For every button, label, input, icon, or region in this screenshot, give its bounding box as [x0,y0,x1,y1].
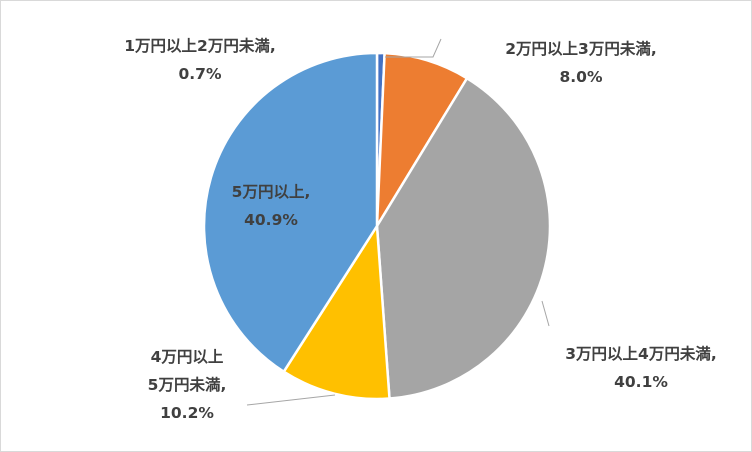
data-label-0: 1万円以上2万円未満, 0.7% [124,36,275,83]
data-label-4-line-0: 5万円以上, [232,183,311,201]
data-label-1: 2万円以上3万円未満, 8.0% [505,39,656,86]
data-label-4-line-1: 40.9% [244,211,298,229]
data-label-3-line-0: 4万円以上 [151,348,224,366]
data-label-1-line-1: 8.0% [560,68,603,86]
pie-slice-3 [282,224,391,401]
leader-line-1 [385,38,442,58]
data-label-3: 4万円以上 5万円未満, 10.2% [148,348,227,422]
pie-slices [202,51,552,401]
data-label-3-line-1: 5万円未満, [148,375,227,394]
data-label-2-line-1: 40.1% [614,373,668,391]
pie-slice-2 [375,77,552,400]
data-label-1-line-0: 2万円以上3万円未満, [505,39,656,58]
data-labels: 1万円以上2万円未満, 0.7% 2万円以上3万円未満, 8.0% 3万円以上4万円未満… [124,36,716,422]
data-label-2: 3万円以上4万円未満, 40.1% [565,344,716,391]
pie-slice-4 [202,51,379,373]
leader-lines [246,38,550,406]
leader-line-3 [246,394,336,406]
data-label-4: 5万円以上, 40.9% [232,183,311,229]
data-label-0-line-0: 1万円以上2万円未満, [124,36,275,55]
data-label-2-line-0: 3万円以上4万円未満, [565,344,716,363]
data-label-0-line-1: 0.7% [179,65,222,83]
leader-line-2 [541,300,550,327]
data-label-3-line-2: 10.2% [160,404,214,422]
